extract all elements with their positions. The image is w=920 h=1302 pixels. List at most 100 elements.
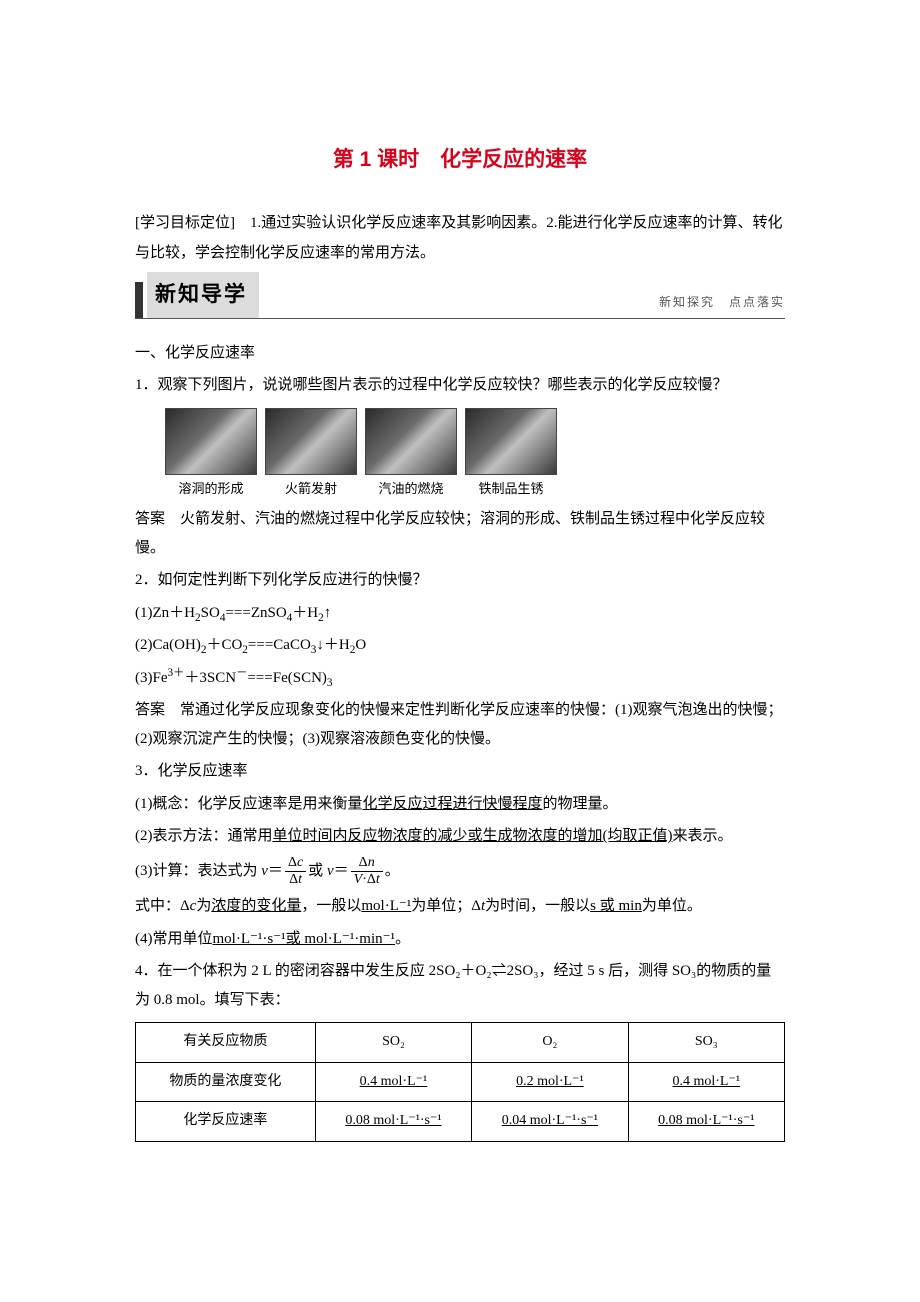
thumb-img-3 xyxy=(365,408,457,475)
v2: v xyxy=(327,863,334,879)
image-row: 溶洞的形成 火箭发射 汽油的燃烧 铁制品生锈 xyxy=(165,408,785,502)
r1c2: 0.2 mol·L⁻¹ xyxy=(472,1062,628,1102)
frac-2: ΔnV·Δt xyxy=(351,855,383,888)
r2c3: 0.08 mol·L⁻¹·s⁻¹ xyxy=(628,1102,784,1142)
p3-5-b: 。 xyxy=(395,931,410,947)
eq1-ar: ↑ xyxy=(324,605,332,621)
eq2-c: CaCO xyxy=(273,637,311,653)
p3-3: (3)计算：表达式为 v＝ΔcΔt或 v＝ΔnV·Δt。 xyxy=(135,855,785,888)
question-3: 3．化学反应速率 xyxy=(135,757,785,786)
answer-2: 答案 常通过化学反应现象变化的快慢来定性判断化学反应速率的快慢：(1)观察气泡逸… xyxy=(135,696,785,753)
answer-1: 答案 火箭发射、汽油的燃烧过程中化学反应较快；溶洞的形成、铁制品生锈过程中化学反… xyxy=(135,505,785,562)
p3-4-b: 为 xyxy=(196,898,211,914)
data-table: 有关反应物质 SO₂ O₂ SO₃ 物质的量浓度变化 0.4 mol·L⁻¹ 0… xyxy=(135,1022,785,1142)
thumb-4: 铁制品生锈 xyxy=(465,408,557,502)
document-page: 第 1 课时 化学反应的速率 [学习目标定位] 1.通过实验认识化学反应速率及其… xyxy=(0,0,920,1302)
eq3-s: 3 xyxy=(327,677,333,689)
eq1-a: (1)Zn＋H xyxy=(135,605,195,621)
p3-1-a: (1)概念：化学反应速率是用来衡量 xyxy=(135,796,363,812)
frac1-den: Δt xyxy=(285,872,306,888)
equation-1: (1)Zn＋H2SO4===ZnSO4＋H2↑ xyxy=(135,599,785,628)
r2c1: 0.08 mol·L⁻¹·s⁻¹ xyxy=(315,1102,471,1142)
th-3: SO₃ xyxy=(628,1023,784,1063)
thumb-img-2 xyxy=(265,408,357,475)
eq3-p1: 3＋ xyxy=(168,667,185,679)
eq2-d: ＋H xyxy=(324,637,350,653)
p3-1-u: 化学反应过程进行快慢程度 xyxy=(363,796,543,812)
r1c1: 0.4 mol·L⁻¹ xyxy=(315,1062,471,1102)
eq2-a: (2)Ca(OH) xyxy=(135,637,201,653)
r2c2: 0.04 mol·L⁻¹·s⁻¹ xyxy=(472,1102,628,1142)
eq3-b: ＋3SCN xyxy=(184,670,236,686)
thumb-img-4 xyxy=(465,408,557,475)
p3-4-e: 为时间，一般以 xyxy=(485,898,590,914)
section-label: 新知导学 xyxy=(147,272,259,318)
r1-label: 物质的量浓度变化 xyxy=(136,1062,316,1102)
section-subtitle: 新知探究 点点落实 xyxy=(659,291,785,318)
learning-objective: [学习目标定位] 1.通过实验认识化学反应速率及其影响因素。2.能进行化学反应速… xyxy=(135,208,785,268)
r2-label: 化学反应速率 xyxy=(136,1102,316,1142)
table-row-2: 化学反应速率 0.08 mol·L⁻¹·s⁻¹ 0.04 mol·L⁻¹·s⁻¹… xyxy=(136,1102,785,1142)
r2c2-u: 0.04 mol·L⁻¹·s⁻¹ xyxy=(502,1113,598,1128)
thumb-cap-1: 溶洞的形成 xyxy=(178,477,243,502)
header-accent-bar xyxy=(135,282,143,318)
eq2-o: O xyxy=(355,637,366,653)
p3-4-u3: s 或 min xyxy=(590,898,642,914)
thumb-img-1 xyxy=(165,408,257,475)
frac1-num: Δc xyxy=(285,855,306,872)
p3-4-a: 式中：Δ xyxy=(135,898,190,914)
p3-4-u2: mol·L⁻¹ xyxy=(361,898,411,914)
p3-2-u: 单位时间内反应物浓度的减少或生成物浓度的增加(均取正值) xyxy=(273,828,673,844)
question-2: 2．如何定性判断下列化学反应进行的快慢？ xyxy=(135,566,785,595)
question-1: 1．观察下列图片，说说哪些图片表示的过程中化学反应较快？哪些表示的化学反应较慢？ xyxy=(135,371,785,400)
eq3-a: (3)Fe xyxy=(135,670,168,686)
frac2-num: Δn xyxy=(351,855,383,872)
equation-3: (3)Fe3＋＋3SCN－===Fe(SCN)3 xyxy=(135,664,785,693)
thumb-cap-2: 火箭发射 xyxy=(285,477,337,502)
p3-3-a: (3)计算：表达式为 xyxy=(135,863,258,879)
lesson-title: 第 1 课时 化学反应的速率 xyxy=(135,140,785,180)
eq2-eq: === xyxy=(248,637,273,653)
th-1: SO₂ xyxy=(315,1023,471,1063)
p3-5-a: (4)常用单位 xyxy=(135,931,213,947)
r2c3-u: 0.08 mol·L⁻¹·s⁻¹ xyxy=(658,1113,754,1128)
eq1-b: SO xyxy=(201,605,220,621)
table-row-1: 物质的量浓度变化 0.4 mol·L⁻¹ 0.2 mol·L⁻¹ 0.4 mol… xyxy=(136,1062,785,1102)
eq3-c: Fe(SCN) xyxy=(273,670,327,686)
heading-1: 一、化学反应速率 xyxy=(135,339,785,368)
p3-3-mid: 或 xyxy=(308,863,323,879)
r2c1-u: 0.08 mol·L⁻¹·s⁻¹ xyxy=(345,1113,441,1128)
r1c3: 0.4 mol·L⁻¹ xyxy=(628,1062,784,1102)
r1c2-u: 0.2 mol·L⁻¹ xyxy=(516,1074,584,1089)
p3-2-a: (2)表示方法：通常用 xyxy=(135,828,273,844)
p3-5-u: mol·L⁻¹·s⁻¹或 mol·L⁻¹·min⁻¹ xyxy=(213,931,396,947)
eq1-d: ＋H xyxy=(292,605,318,621)
eq3-p2: － xyxy=(236,667,247,679)
eq1-c: ZnSO xyxy=(251,605,287,621)
r1c1-u: 0.4 mol·L⁻¹ xyxy=(360,1074,428,1089)
p3-2: (2)表示方法：通常用单位时间内反应物浓度的减少或生成物浓度的增加(均取正值)来… xyxy=(135,822,785,851)
p3-5: (4)常用单位mol·L⁻¹·s⁻¹或 mol·L⁻¹·min⁻¹。 xyxy=(135,925,785,954)
table-header-row: 有关反应物质 SO₂ O₂ SO₃ xyxy=(136,1023,785,1063)
p3-2-b: 来表示。 xyxy=(673,828,733,844)
p3-4-f: 为单位。 xyxy=(642,898,702,914)
th-2: O₂ xyxy=(472,1023,628,1063)
thumb-3: 汽油的燃烧 xyxy=(365,408,457,502)
frac2-den: V·Δt xyxy=(351,872,383,888)
p3-1-b: 的物理量。 xyxy=(543,796,618,812)
eq1-eq: === xyxy=(225,605,250,621)
r1c3-u: 0.4 mol·L⁻¹ xyxy=(672,1074,740,1089)
p3-4-c2: ，一般以 xyxy=(301,898,361,914)
p3-4: 式中：Δc为浓度的变化量，一般以mol·L⁻¹为单位；Δt为时间，一般以s 或 … xyxy=(135,892,785,921)
p3-1: (1)概念：化学反应速率是用来衡量化学反应过程进行快慢程度的物理量。 xyxy=(135,790,785,819)
p3-4-d: 为单位；Δ xyxy=(411,898,481,914)
frac-1: ΔcΔt xyxy=(285,855,306,888)
section-header: 新知导学 新知探究 点点落实 xyxy=(135,272,785,319)
eq2-b: ＋CO xyxy=(206,637,242,653)
p3-4-u1: 浓度的变化量 xyxy=(211,898,301,914)
thumb-cap-3: 汽油的燃烧 xyxy=(378,477,443,502)
thumb-cap-4: 铁制品生锈 xyxy=(478,477,543,502)
v1: v xyxy=(261,863,268,879)
thumb-2: 火箭发射 xyxy=(265,408,357,502)
eq2-ar: ↓ xyxy=(316,637,324,653)
